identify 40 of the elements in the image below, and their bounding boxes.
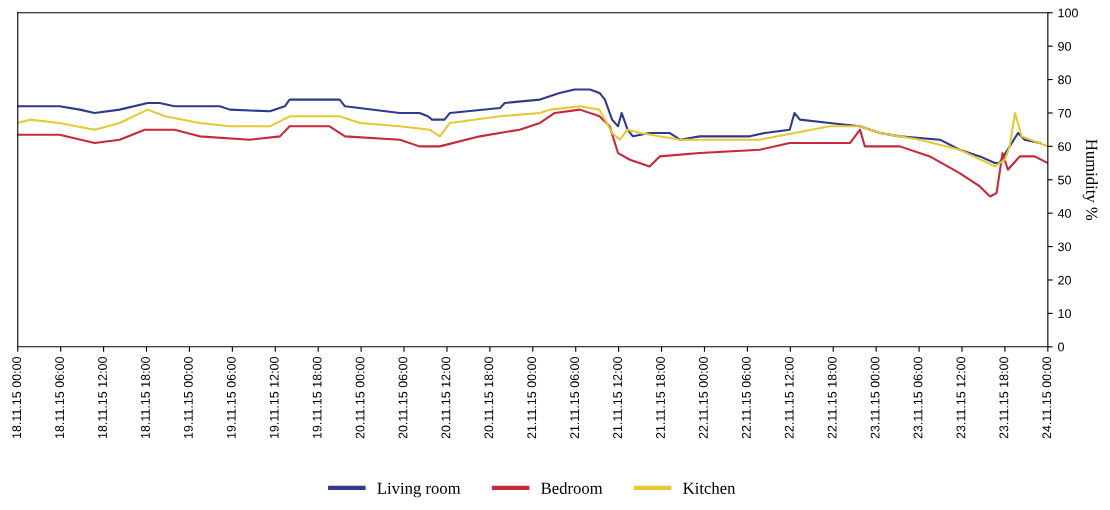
x-tick-label: 20.11.15 06:00	[398, 357, 408, 439]
x-tick-label: 20.11.15 18:00	[484, 357, 494, 439]
x-tick-label: 23.11.15 18:00	[999, 357, 1009, 439]
y-tick-label: 60	[1058, 142, 1071, 152]
y-tick-label: 20	[1058, 275, 1071, 285]
x-tick-label: 18.11.15 12:00	[98, 357, 107, 439]
x-tick-label: 20.11.15 00:00	[355, 357, 365, 439]
y-tick-label: 80	[1058, 75, 1071, 85]
x-tick-label: 23.11.15 00:00	[870, 357, 880, 439]
x-tick-label: 19.11.15 12:00	[269, 357, 279, 439]
x-tick-label: 22.11.15 00:00	[698, 357, 708, 439]
x-tick-label: 22.11.15 12:00	[784, 357, 794, 439]
legend-label: Bedroom	[541, 482, 603, 494]
x-tick-label: 21.11.15 06:00	[570, 357, 580, 439]
y-tick-label: 30	[1058, 242, 1071, 252]
x-tick-label: 23.11.15 06:00	[913, 357, 923, 439]
x-tick-label: 19.11.15 06:00	[226, 357, 236, 439]
x-tick-label: 19.11.15 18:00	[312, 357, 322, 439]
y-tick-label: 40	[1057, 208, 1071, 218]
legend-label: Kitchen	[683, 482, 736, 494]
x-tick-label: 22.11.15 18:00	[827, 357, 837, 439]
y-tick-label: 100	[1058, 8, 1078, 18]
legend-label: Living room	[377, 482, 461, 498]
y-tick-label: 50	[1058, 175, 1071, 185]
x-tick-label: 21.11.15 00:00	[527, 357, 537, 439]
x-tick-label: 18.11.15 18:00	[141, 357, 150, 439]
x-tick-label: 24.11.15 00:00	[1042, 357, 1052, 439]
x-tick-label: 18.11.15 00:00	[12, 357, 22, 439]
x-tick-label: 21.11.15 18:00	[656, 357, 665, 439]
x-tick-label: 21.11.15 12:00	[613, 357, 622, 439]
y-tick-label: 70	[1058, 108, 1071, 118]
x-tick-label: 23.11.15 12:00	[956, 357, 966, 439]
x-tick-label: 20.11.15 12:00	[441, 357, 451, 439]
y-axis-title: Humidity %	[1082, 139, 1098, 221]
y-tick-label: 10	[1058, 309, 1071, 319]
x-tick-label: 18.11.15 06:00	[55, 357, 65, 439]
y-tick-label: 90	[1058, 41, 1071, 51]
y-tick-label: 0	[1058, 342, 1065, 352]
x-tick-label: 22.11.15 06:00	[741, 357, 751, 439]
x-tick-label: 19.11.15 00:00	[183, 357, 193, 439]
